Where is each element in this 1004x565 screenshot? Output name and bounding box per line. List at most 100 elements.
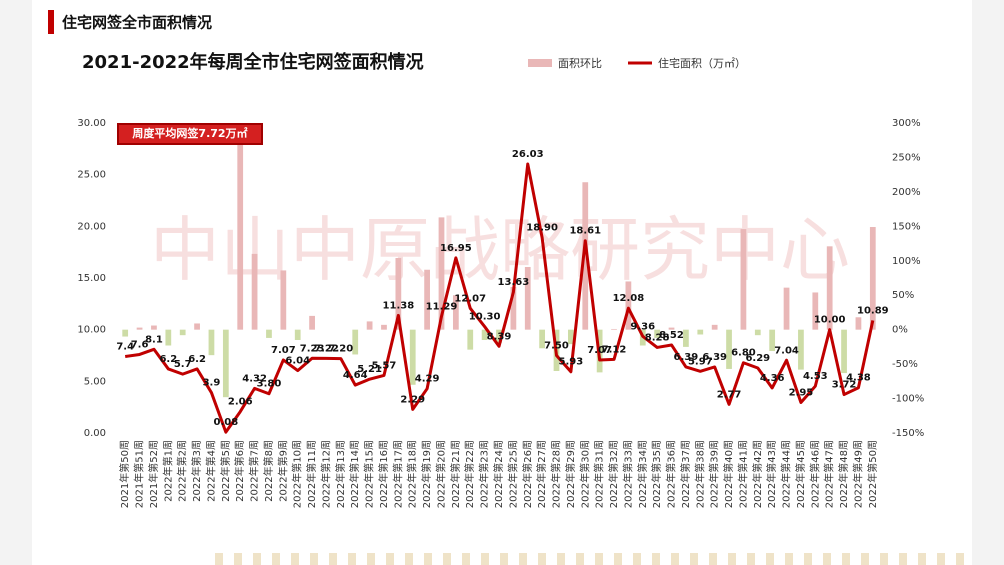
x-tick-label: 2022年第25周 (506, 440, 519, 508)
stripe (861, 553, 869, 565)
data-label: 6.04 (285, 356, 310, 367)
header-bar (48, 10, 54, 34)
stripe (519, 553, 527, 565)
data-label: 4.36 (760, 373, 785, 384)
annotation: 周度平均网签7.72万㎡ (132, 126, 247, 140)
data-label: 10.00 (814, 315, 846, 326)
legend-label: 住宅面积（万㎡） (658, 56, 746, 70)
bar (266, 329, 272, 338)
y-tick-label: 20.00 (77, 221, 106, 232)
x-tick-label: 2022年第34周 (636, 440, 649, 508)
y2-tick-label: -150% (892, 428, 924, 439)
stripe (462, 553, 470, 565)
y2-tick-label: 100% (892, 256, 921, 267)
bar (697, 329, 704, 335)
data-label: 18.61 (569, 226, 601, 237)
data-label: 6.80 (731, 348, 756, 359)
bar (568, 329, 574, 345)
bar (237, 123, 244, 330)
stripe (386, 553, 394, 565)
bar (151, 325, 157, 330)
panel (32, 0, 972, 565)
data-label: 3.80 (257, 379, 282, 390)
data-label: 4.29 (415, 374, 440, 385)
data-label: 6.2 (159, 354, 177, 365)
stripe (253, 553, 261, 565)
bar (740, 229, 747, 330)
stripe (538, 553, 546, 565)
x-tick-label: 2022年第36周 (665, 440, 678, 508)
y2-tick-label: -100% (892, 394, 924, 405)
stripe (310, 553, 318, 565)
y-tick-label: 25.00 (77, 170, 106, 181)
bar (481, 329, 488, 340)
bar (798, 329, 804, 370)
footer-decoration (215, 553, 964, 565)
data-label: 13.63 (498, 277, 530, 288)
stripe (690, 553, 698, 565)
bar (222, 329, 229, 398)
stripe (443, 553, 451, 565)
x-tick-label: 2022年第8周 (262, 440, 275, 502)
x-tick-label: 2022年第5周 (219, 440, 232, 502)
x-tick-label: 2021年第51周 (133, 440, 146, 508)
stripe (785, 553, 793, 565)
stripe (557, 553, 565, 565)
bar (510, 286, 517, 330)
data-label: 7.4 (116, 342, 134, 353)
x-tick-label: 2022年第10周 (291, 440, 304, 508)
legend-label: 面积环比 (558, 57, 602, 70)
stripe (348, 553, 356, 565)
bar (855, 317, 862, 330)
y-tick-label: 10.00 (77, 325, 106, 336)
bar (826, 246, 833, 330)
data-label: 5.7 (174, 359, 192, 370)
bar (122, 329, 129, 337)
data-label: 18.90 (526, 223, 558, 234)
data-label: 4.53 (803, 371, 828, 382)
data-label: 2.95 (789, 388, 814, 399)
bar (769, 329, 776, 352)
bar (251, 253, 258, 330)
stripe (234, 553, 242, 565)
bar (309, 315, 315, 330)
x-tick-label: 2022年第38周 (693, 440, 706, 508)
bar (611, 328, 617, 330)
x-tick-label: 2022年第18周 (406, 440, 419, 508)
stripe (709, 553, 717, 565)
stripe (842, 553, 850, 565)
data-label: 2.29 (400, 394, 425, 405)
stripe (747, 553, 755, 565)
bar (783, 287, 790, 330)
data-label: 7.07 (271, 345, 296, 356)
stripe (652, 553, 660, 565)
x-tick-label: 2022年第26周 (521, 440, 534, 508)
stripe (500, 553, 508, 565)
y-tick-label: 30.00 (77, 118, 106, 129)
bar (625, 281, 632, 330)
data-label: 6.39 (702, 352, 727, 363)
data-label: 7.22 (314, 343, 339, 354)
x-tick-label: 2022年第49周 (851, 440, 864, 508)
data-label: 2.06 (228, 397, 253, 408)
bar (280, 270, 287, 330)
stripe (272, 553, 280, 565)
data-label: 7.50 (544, 341, 569, 352)
stripe (823, 553, 831, 565)
watermark: 中山中原战略研究中心 (150, 209, 850, 291)
x-tick-label: 2022年第13周 (334, 440, 347, 508)
stripe (671, 553, 679, 565)
bar (683, 329, 689, 347)
x-tick-label: 2022年第9周 (276, 440, 289, 502)
stripe (728, 553, 736, 565)
stripe (918, 553, 926, 565)
x-tick-label: 2022年第6周 (233, 440, 246, 502)
x-tick-label: 2022年第22周 (463, 440, 476, 508)
x-tick-label: 2022年第44周 (780, 440, 793, 508)
x-tick-label: 2022年第33周 (621, 440, 634, 508)
data-label: 6.29 (745, 353, 770, 364)
y2-tick-label: 200% (892, 187, 921, 198)
x-tick-label: 2022年第7周 (248, 440, 261, 502)
y2-tick-label: 250% (892, 152, 921, 163)
bar (352, 329, 359, 355)
